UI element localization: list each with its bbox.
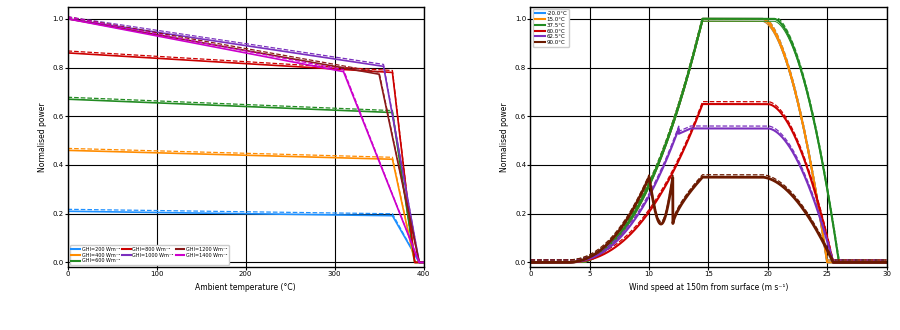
Legend: -20.0°C, 15.0°C, 37.5°C, 60.0°C, 62.5°C, 90.0°C: -20.0°C, 15.0°C, 37.5°C, 60.0°C, 62.5°C,… — [533, 9, 569, 47]
Y-axis label: Normalised power: Normalised power — [38, 102, 47, 172]
Y-axis label: Normalised power: Normalised power — [500, 102, 509, 172]
X-axis label: Wind speed at 150m from surface (m s⁻¹): Wind speed at 150m from surface (m s⁻¹) — [629, 283, 788, 292]
Legend: GHI=200 Wm⁻², GHI=400 Wm⁻², GHI=600 Wm⁻², GHI=800 Wm⁻², GHI=1000 Wm⁻², GHI=1200 : GHI=200 Wm⁻², GHI=400 Wm⁻², GHI=600 Wm⁻²… — [70, 246, 229, 265]
X-axis label: Ambient temperature (°C): Ambient temperature (°C) — [195, 283, 296, 292]
